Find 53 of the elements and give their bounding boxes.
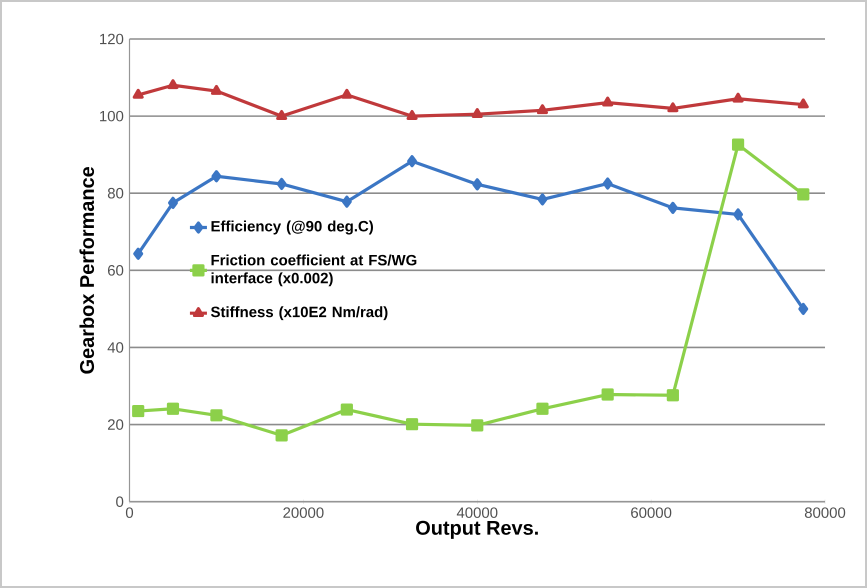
point: [798, 302, 808, 316]
point: [472, 108, 483, 118]
point: [166, 402, 180, 415]
point: [340, 403, 353, 416]
point: [167, 79, 178, 90]
y-tick-label: 120: [100, 34, 124, 44]
point: [797, 188, 810, 200]
x-tick-label: 60000: [631, 507, 672, 518]
point: [407, 155, 418, 168]
point: [211, 170, 222, 182]
x-axis-title: Output Revs.: [416, 520, 538, 539]
point: [276, 178, 287, 190]
point: [536, 104, 548, 114]
point: [472, 178, 482, 190]
point: [276, 110, 288, 120]
point: [342, 196, 352, 208]
y-tick-label: 60: [108, 265, 124, 276]
point: [602, 388, 614, 401]
point: [536, 402, 549, 415]
point: [667, 102, 678, 112]
y-tick-label: 0: [116, 496, 124, 507]
x-tick-label: 20000: [283, 507, 324, 518]
legend-label: Efficiency (@90 deg.C): [212, 220, 373, 235]
point: [210, 84, 222, 95]
point: [471, 419, 484, 432]
point: [341, 88, 352, 99]
x-tick-label: 80000: [804, 507, 846, 518]
point: [732, 138, 744, 151]
point: [406, 418, 418, 430]
point: [168, 196, 178, 209]
point: [602, 96, 614, 106]
point: [276, 429, 288, 442]
point: [732, 92, 744, 103]
point: [133, 248, 144, 260]
y-tick-label: 100: [100, 110, 124, 122]
y-tick-label: 80: [108, 188, 124, 199]
point: [537, 193, 548, 206]
x-tick-label: 0: [126, 507, 134, 518]
point: [668, 202, 678, 214]
point: [132, 88, 144, 99]
x-tick-label: 40000: [456, 507, 498, 518]
legend-label: Friction coefficient at FS/WG interface (x0.002): [212, 254, 416, 286]
point: [798, 98, 809, 108]
point: [602, 177, 613, 190]
point: [406, 110, 418, 120]
point: [210, 409, 223, 422]
point: [132, 404, 144, 418]
point: [666, 389, 679, 402]
legend-label: Stiffness (x10E2 Nm/rad): [210, 306, 388, 320]
y-tick-label: 40: [108, 342, 124, 353]
y-tick-label: 20: [108, 419, 124, 430]
y-axis-title: Gearbox Performance: [79, 166, 94, 374]
point: [733, 208, 744, 221]
